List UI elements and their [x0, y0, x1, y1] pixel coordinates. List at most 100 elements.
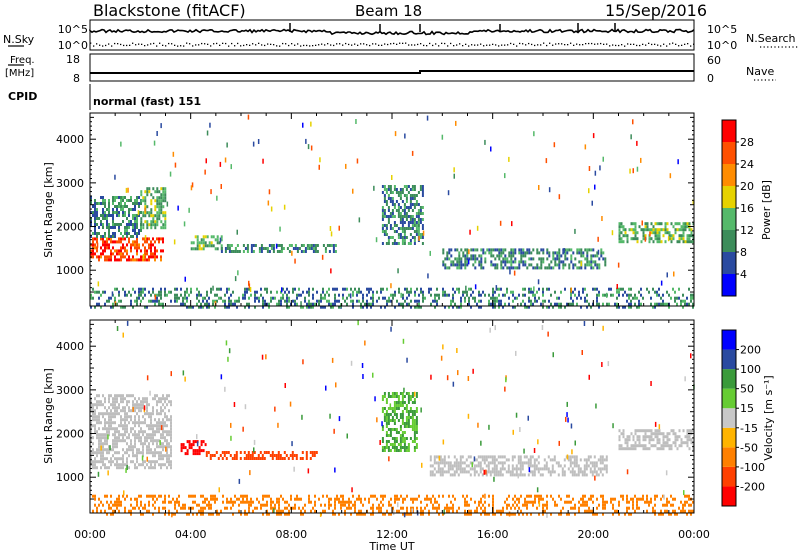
colorbar-tick-label: 24 [740, 158, 754, 171]
data-cell [108, 232, 110, 235]
data-cell [684, 376, 686, 381]
data-cell [633, 435, 635, 438]
data-cell [247, 250, 249, 253]
data-cell [336, 300, 338, 303]
nsearch-dot [495, 44, 496, 45]
data-cell [580, 266, 582, 269]
data-cell [244, 291, 246, 294]
nsearch-dot [204, 43, 205, 44]
data-cell [134, 217, 136, 220]
data-cell [625, 234, 627, 237]
data-cell [452, 260, 454, 263]
data-cell [544, 458, 546, 461]
data-cell [655, 234, 657, 237]
data-cell [158, 427, 160, 430]
data-cell [170, 424, 172, 427]
data-cell [92, 424, 94, 427]
nsearch-dot [483, 45, 484, 46]
data-cell [619, 231, 621, 234]
data-cell [398, 288, 400, 291]
data-cell [460, 464, 462, 467]
data-cell [174, 294, 176, 297]
data-cell [452, 464, 454, 467]
data-cell [260, 294, 262, 297]
data-cell [512, 470, 514, 473]
data-cell [655, 231, 657, 234]
data-cell [334, 501, 336, 504]
data-cell [400, 227, 402, 230]
data-cell [170, 403, 172, 406]
data-cell [288, 510, 290, 513]
data-cell [92, 412, 94, 415]
data-cell [510, 470, 512, 473]
data-cell [160, 255, 162, 258]
data-cell [160, 187, 162, 190]
data-cell [592, 464, 594, 467]
data-cell [344, 510, 346, 513]
data-cell [404, 395, 406, 398]
data-cell [584, 297, 586, 300]
data-cell [260, 504, 262, 507]
data-cell [665, 228, 667, 231]
data-cell [325, 386, 327, 391]
data-cell [564, 257, 566, 260]
data-cell [534, 448, 536, 453]
data-cell [273, 250, 275, 253]
data-cell [582, 254, 584, 257]
data-cell [550, 260, 552, 263]
data-cell [114, 504, 116, 507]
data-cell [594, 476, 596, 481]
data-cell [556, 461, 558, 464]
data-cell [158, 214, 160, 217]
data-cell [164, 196, 166, 199]
data-cell [554, 455, 556, 458]
data-cell [590, 461, 592, 464]
data-cell [278, 501, 280, 504]
data-cell [97, 243, 99, 248]
data-cell [512, 254, 514, 257]
data-cell [156, 445, 158, 448]
data-cell [414, 498, 416, 501]
data-cell [158, 421, 160, 424]
data-cell [677, 447, 679, 450]
data-cell [248, 451, 250, 454]
data-cell [268, 201, 270, 206]
data-cell [162, 397, 164, 400]
data-cell [494, 461, 496, 464]
data-cell [152, 451, 154, 454]
data-cell [205, 241, 207, 244]
data-cell [200, 294, 202, 297]
data-cell [514, 260, 516, 263]
data-cell [464, 501, 466, 504]
data-cell [104, 243, 106, 246]
data-cell [234, 300, 236, 303]
data-cell [386, 440, 388, 443]
data-cell [356, 294, 358, 297]
data-cell [295, 247, 297, 250]
data-cell [130, 504, 132, 507]
data-cell [154, 249, 156, 252]
data-cell [108, 507, 110, 510]
data-cell [224, 387, 226, 392]
data-cell [586, 510, 588, 513]
data-cell [308, 468, 310, 473]
data-cell [396, 437, 398, 440]
data-cell [400, 404, 402, 407]
data-cell [598, 266, 600, 269]
data-cell [313, 244, 315, 247]
data-cell [478, 504, 480, 507]
data-cell [653, 228, 655, 231]
data-cell [112, 400, 114, 403]
data-cell [514, 248, 516, 251]
data-cell [354, 501, 356, 504]
data-cell [362, 363, 364, 368]
data-cell [118, 294, 120, 297]
data-cell [142, 397, 144, 400]
data-cell [622, 498, 624, 501]
data-cell [302, 359, 304, 364]
data-cell [655, 432, 657, 435]
data-cell [659, 234, 661, 237]
nsearch-dot [357, 45, 358, 46]
data-cell [462, 455, 464, 458]
data-cell [408, 206, 410, 209]
